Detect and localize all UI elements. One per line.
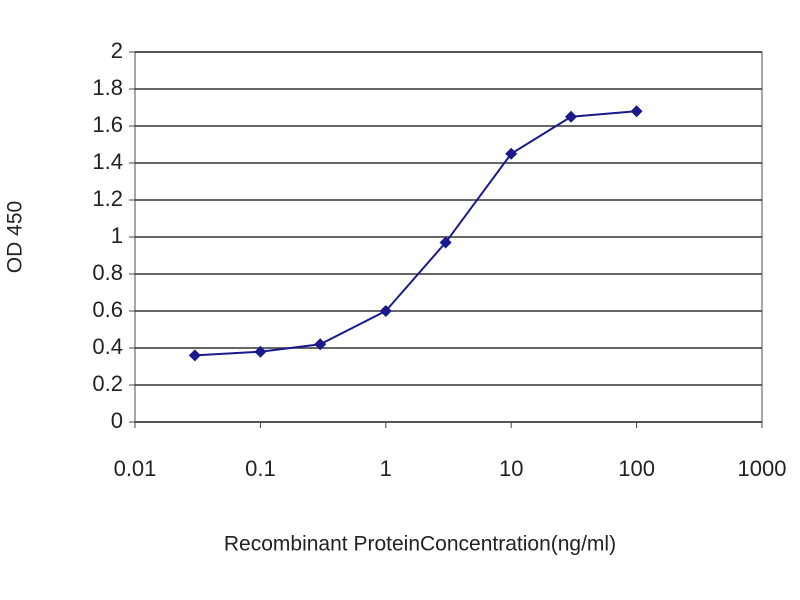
y-tick-label: 0.8 (92, 260, 123, 285)
data-marker (254, 345, 267, 358)
data-marker (630, 105, 643, 118)
x-tick-label: 0.1 (245, 456, 276, 481)
x-tick-label: 100 (618, 456, 655, 481)
y-axis-title: OD 450 (4, 201, 27, 273)
x-tick-label: 0.01 (114, 456, 157, 481)
x-tick-label: 1000 (738, 456, 787, 481)
x-tick-label: 1 (380, 456, 392, 481)
y-tick-label: 1.6 (92, 112, 123, 137)
x-tick-label: 10 (499, 456, 523, 481)
data-marker (379, 305, 392, 317)
data-marker (314, 338, 327, 351)
data-marker (565, 110, 578, 123)
y-tick-label: 0 (111, 408, 123, 433)
y-tick-label: 0.2 (92, 371, 123, 396)
data-marker (188, 349, 201, 362)
x-axis-title: Recombinant ProteinConcentration(ng/ml) (224, 533, 616, 556)
y-tick-label: 0.4 (92, 334, 123, 359)
y-tick-label: 1.4 (92, 149, 123, 174)
data-marker (439, 236, 452, 249)
data-line (194, 110, 637, 357)
y-tick-label: 0.6 (92, 297, 123, 322)
y-tick-label: 1.8 (92, 75, 123, 100)
y-tick-label: 1.2 (92, 186, 123, 211)
y-tick-label: 2 (111, 38, 123, 63)
data-marker (505, 147, 518, 160)
y-tick-label: 1 (111, 223, 123, 248)
